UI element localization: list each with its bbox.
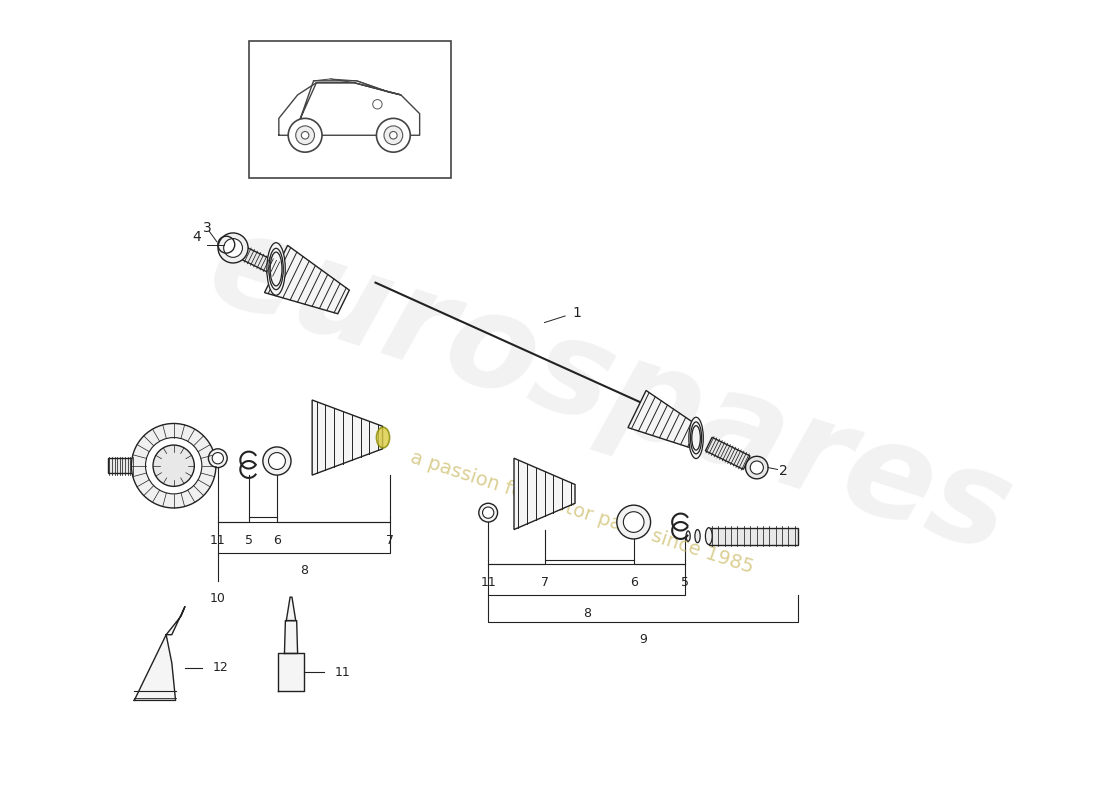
Ellipse shape xyxy=(271,252,282,286)
Ellipse shape xyxy=(267,242,285,295)
Ellipse shape xyxy=(376,427,389,448)
Circle shape xyxy=(212,453,223,464)
Text: 4: 4 xyxy=(191,230,200,244)
Text: 5: 5 xyxy=(245,534,253,547)
Polygon shape xyxy=(278,654,305,691)
Polygon shape xyxy=(514,458,575,530)
Text: 6: 6 xyxy=(630,577,638,590)
Text: a passion for motor parts since 1985: a passion for motor parts since 1985 xyxy=(408,448,756,578)
Ellipse shape xyxy=(689,418,703,458)
Circle shape xyxy=(153,445,195,486)
Polygon shape xyxy=(236,246,280,276)
Ellipse shape xyxy=(268,248,284,290)
Polygon shape xyxy=(705,438,750,470)
Text: 11: 11 xyxy=(336,666,351,678)
Ellipse shape xyxy=(695,530,701,542)
Circle shape xyxy=(296,126,315,145)
Text: 6: 6 xyxy=(273,534,280,547)
Polygon shape xyxy=(278,82,419,135)
Polygon shape xyxy=(312,400,383,475)
Circle shape xyxy=(478,503,497,522)
Circle shape xyxy=(268,453,285,470)
Circle shape xyxy=(145,438,201,494)
Text: 3: 3 xyxy=(204,221,212,234)
Circle shape xyxy=(617,505,650,539)
Polygon shape xyxy=(628,390,701,448)
Text: 11: 11 xyxy=(210,534,225,547)
Circle shape xyxy=(218,233,249,263)
Circle shape xyxy=(131,423,216,508)
Bar xyxy=(249,42,451,178)
Circle shape xyxy=(263,447,292,475)
Circle shape xyxy=(223,238,242,258)
Text: 7: 7 xyxy=(540,577,549,590)
Text: 8: 8 xyxy=(299,564,308,578)
Ellipse shape xyxy=(705,528,712,545)
Circle shape xyxy=(746,456,768,479)
Polygon shape xyxy=(108,458,134,474)
Text: 1: 1 xyxy=(573,306,582,320)
Text: 7: 7 xyxy=(386,534,394,547)
Circle shape xyxy=(389,131,397,139)
Circle shape xyxy=(301,131,309,139)
Text: 8: 8 xyxy=(583,606,591,619)
Circle shape xyxy=(483,507,494,518)
Ellipse shape xyxy=(686,531,690,542)
Polygon shape xyxy=(285,621,298,654)
Text: 10: 10 xyxy=(210,593,225,606)
Circle shape xyxy=(750,461,763,474)
Text: 12: 12 xyxy=(213,661,229,674)
Circle shape xyxy=(376,118,410,152)
Polygon shape xyxy=(134,634,176,701)
Text: 11: 11 xyxy=(481,577,496,590)
Ellipse shape xyxy=(691,422,702,454)
Polygon shape xyxy=(708,528,797,545)
Circle shape xyxy=(288,118,322,152)
Text: 9: 9 xyxy=(639,633,647,646)
Ellipse shape xyxy=(692,426,701,450)
Text: 5: 5 xyxy=(681,577,690,590)
Text: eurospares: eurospares xyxy=(194,202,1026,580)
Text: 2: 2 xyxy=(779,464,788,478)
Polygon shape xyxy=(166,606,185,634)
Circle shape xyxy=(208,449,228,467)
Circle shape xyxy=(384,126,403,145)
Polygon shape xyxy=(286,597,296,621)
Polygon shape xyxy=(264,246,350,314)
Circle shape xyxy=(624,512,644,532)
Polygon shape xyxy=(300,81,400,118)
